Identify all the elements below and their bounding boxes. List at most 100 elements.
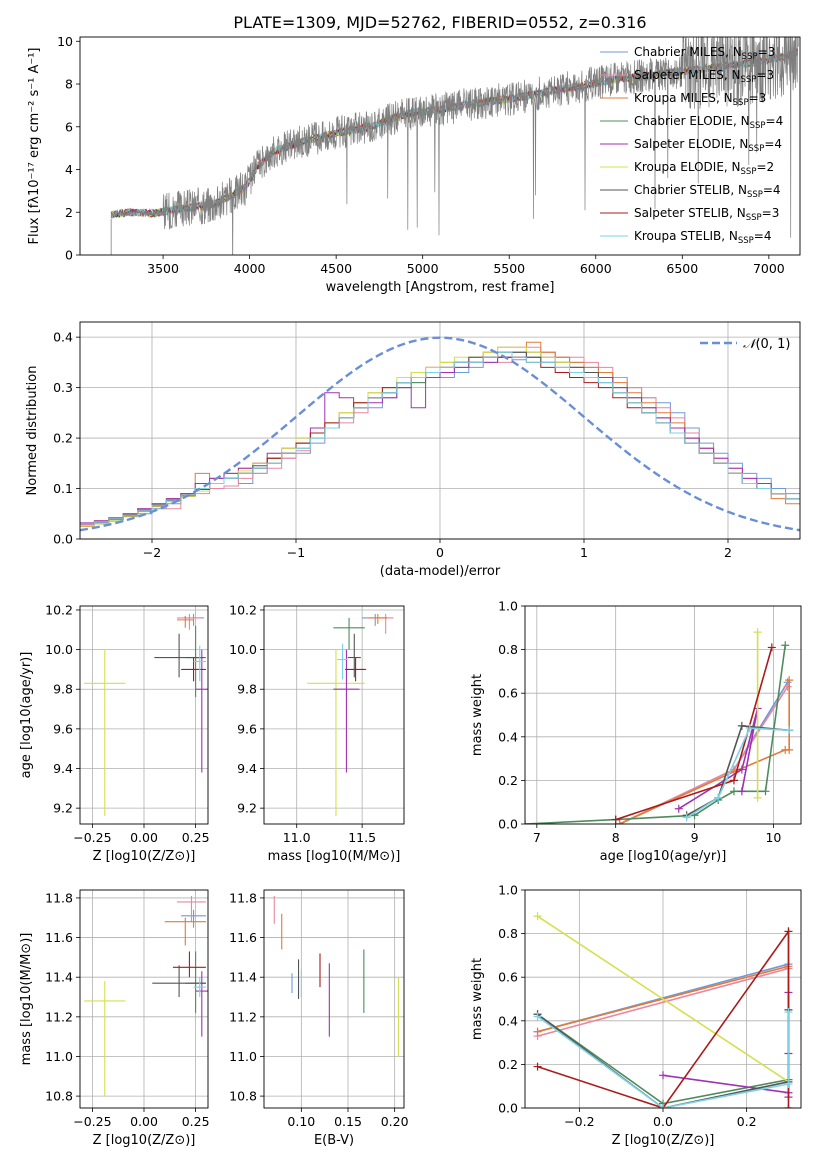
- y-tick-label: 10.2: [229, 602, 257, 617]
- x-tick-label: 7000: [753, 261, 785, 276]
- panel-massweight-vs-Z: −0.2 0.0 0.2 0.0 0.2 0.4 0.6 0.8 1.0 Z [log10(Z/Z…: [470, 883, 802, 1148]
- y-tick-label: 6: [65, 119, 73, 134]
- y-tick-label: 2: [65, 205, 73, 220]
- weight-line-5: [537, 915, 789, 1083]
- y-tick-label: 11.4: [229, 970, 257, 985]
- x-tick-label: 6000: [580, 261, 612, 276]
- axes-frame: [263, 605, 405, 825]
- y-tick-label: 0.6: [498, 686, 518, 701]
- observed-spectrum-line: [110, 37, 799, 255]
- weight-line-8: [686, 727, 790, 819]
- y-tick-label: 9.4: [53, 761, 73, 776]
- weight-line-4: [678, 708, 759, 810]
- x-tick-label: 10: [765, 830, 781, 845]
- plot-area-residuals: [80, 336, 800, 539]
- y-tick-label: 9.6: [237, 721, 257, 736]
- weight-marker-4: [674, 804, 683, 813]
- legend-label-1: Salpeter MILES, NSSP=3: [634, 68, 774, 85]
- weight-marker-7: [784, 927, 793, 936]
- x-tick-label: 0: [436, 545, 444, 560]
- y-tick-label: 0.0: [498, 817, 518, 832]
- y-tick-label: 9.6: [53, 721, 73, 736]
- x-tick-label: 0.10: [287, 1114, 315, 1129]
- plot-area-age-vs-Z: [84, 613, 208, 817]
- plot-area-spectrum: [110, 37, 799, 255]
- plot-area-mass-vs-EBV: [273, 895, 399, 1057]
- y-tick-label: 1.0: [498, 883, 518, 898]
- x-axis-label: age [log10(age/yr)]: [600, 849, 727, 864]
- y-tick-label: 10.8: [229, 1089, 257, 1104]
- legend-label-7: Salpeter STELIB, NSSP=3: [634, 206, 779, 223]
- x-tick-label: 11.0: [283, 830, 311, 845]
- y-tick-label: 0.4: [498, 1013, 518, 1028]
- panel-residuals: −2 −1 0 1 2 0.0 0.1 0.2 0.3 0.4 (data-model)/error…: [25, 321, 801, 579]
- weight-marker-2: [533, 1027, 542, 1036]
- y-tick-label: 9.8: [53, 682, 73, 697]
- y-tick-label: 11.2: [45, 1009, 73, 1024]
- y-tick-label: 0.4: [53, 330, 73, 345]
- x-tick-label: 5500: [493, 261, 525, 276]
- weight-line-1: [537, 967, 789, 1037]
- x-axis-label: Z [log10(Z/Z⊙)]: [612, 1133, 715, 1148]
- x-tick-label: 6500: [666, 261, 698, 276]
- weight-marker-5: [753, 793, 762, 802]
- y-tick-label: 10.8: [45, 1089, 73, 1104]
- weight-marker-6: [737, 721, 746, 730]
- y-axis-label: mass weight: [470, 674, 485, 756]
- panels: 3500 4000 4500 5000 5500 6000 6500 70000246810w…: [19, 34, 802, 1148]
- weight-marker-1: [783, 682, 792, 691]
- weight-line-7: [615, 647, 773, 821]
- weight-line-8: [537, 1012, 790, 1108]
- legend-label-normal: 𝒩(0, 1): [743, 337, 790, 352]
- x-tick-label: 0.15: [334, 1114, 362, 1129]
- x-tick-label: 0.00: [130, 830, 158, 845]
- x-tick-label: 3500: [147, 261, 179, 276]
- x-tick-label: 0.2: [737, 1114, 757, 1129]
- axes-frame: [263, 889, 405, 1109]
- y-tick-label: 11.0: [229, 1049, 257, 1064]
- y-tick-label: 0.2: [498, 773, 518, 788]
- y-tick-label: 0: [65, 248, 73, 263]
- y-tick-label: 8: [65, 77, 73, 92]
- y-tick-label: 0.8: [498, 642, 518, 657]
- y-axis-label: age [log10(age/yr)]: [19, 652, 34, 779]
- x-tick-label: 0.25: [182, 1114, 210, 1129]
- x-tick-label: 11.5: [348, 830, 376, 845]
- weight-marker-3: [729, 787, 738, 796]
- y-tick-label: 9.2: [53, 801, 73, 816]
- y-axis-label: mass [log10(M/M⊙)]: [19, 933, 34, 1066]
- y-tick-label: 0.3: [53, 380, 73, 395]
- axes-frame: [524, 889, 802, 1109]
- weight-marker-7: [611, 815, 620, 824]
- x-axis-label: mass [log10(M/M⊙)]: [268, 849, 401, 864]
- weight-marker-8: [533, 1012, 542, 1021]
- y-tick-label: 11.8: [45, 890, 73, 905]
- weight-marker-2: [785, 745, 794, 754]
- weight-marker-2: [615, 820, 624, 824]
- axes-frame: [79, 889, 209, 1109]
- weight-marker-3: [761, 787, 770, 796]
- weight-marker-7: [729, 776, 738, 785]
- figure-title: PLATE=1309, MJD=52762, FIBERID=0552, z=0…: [233, 13, 646, 32]
- y-tick-label: 10: [57, 34, 73, 49]
- weight-marker-4: [659, 1071, 667, 1080]
- weight-marker-3: [781, 641, 790, 650]
- y-tick-label: 0.8: [498, 926, 518, 941]
- y-tick-label: 0.1: [53, 481, 73, 496]
- x-tick-label: −1: [287, 545, 305, 560]
- y-tick-label: 0.2: [498, 1057, 518, 1072]
- y-tick-label: 0.0: [53, 532, 73, 547]
- y-tick-label: 9.8: [237, 682, 257, 697]
- panel-mass-vs-EBV: 0.10 0.15 0.20 10.8 11.0 11.2 11.4 11.6 11.8 E(B-…: [229, 889, 409, 1148]
- x-tick-label: −0.25: [73, 1114, 111, 1129]
- x-tick-label: 0.25: [182, 830, 210, 845]
- model-line-8: [110, 50, 798, 219]
- weight-line-6: [686, 725, 790, 816]
- y-tick-label: 11.4: [45, 970, 73, 985]
- weight-marker-7: [784, 1104, 793, 1108]
- panel-age-vs-mass: 11.0 11.5 9.2 9.4 9.6 9.8 10.0 10.2 mass [log10(…: [229, 602, 405, 864]
- weight-marker-8: [785, 726, 794, 735]
- spectrum-legend: Chabrier MILES, NSSP=3 Salpeter MILES, NS…: [600, 45, 783, 246]
- weight-marker-2: [785, 676, 794, 685]
